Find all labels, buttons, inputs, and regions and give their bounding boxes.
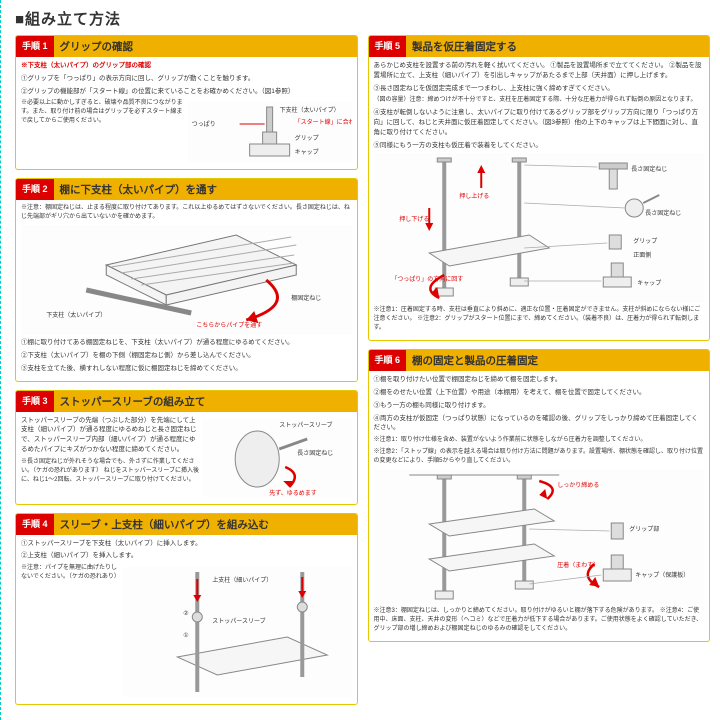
step-2-item1: ①棚に取り付けてある棚固定ねじを、下支柱（太いパイプ）が通る程度にゆるめてくださ… [21, 338, 352, 348]
step-6-item1: ①棚を取り付けたい位置で棚固定ねじを締めて棚を固定します。 [374, 375, 705, 385]
step-5-intro: あらかじめ支柱を設置する前の汚れを軽く拭いてください。 ①製品を設置場所まで立て… [374, 61, 705, 81]
svg-text:ストッパースリーブ: ストッパースリーブ [279, 421, 332, 429]
step-5-item2: （図の容量）注意：締めつけが不十分ですと、支柱を圧着固定する際、十分な圧着力が得… [374, 96, 705, 105]
step-2: 手順 2 棚に下支柱（太いパイプ）を通す ※注意：棚固定ねじは、止まる程度に取り… [15, 178, 358, 381]
step-5-diagram: 押し上げる 押し下げる 「つっぱり」の方向に回す [374, 153, 705, 303]
step-2-title: 棚に下支柱（太いパイプ）を通す [54, 179, 357, 200]
step-1-item1: ①グリップを「つっぱり」の表示方向に回し、グリップが動くことを触ります。 [21, 74, 352, 84]
main-title: ■組み立て方法 [15, 8, 710, 29]
step-5-item3: ④支柱が転倒しないように注意し、太いパイプに取り付けてあるグリップ部をグリップ方… [374, 108, 705, 137]
step-2-item2: ②下支柱（太いパイプ）を棚の下側（棚固定ねじ側）から差し込んでください。 [21, 351, 352, 361]
svg-text:つっぱり: つっぱり [192, 121, 216, 128]
step-4-item2: ②上支柱（細いパイプ）を挿入します。 [21, 551, 352, 561]
step-3-title: ストッパースリーブの組み立て [54, 391, 357, 412]
svg-text:下支柱（太いパイプ）: 下支柱（太いパイプ） [46, 311, 106, 319]
step-6-note1: ※注意1：取り付け仕様を含め、装置がないよう作業前に状態をしながら圧着力を調整し… [374, 436, 705, 445]
step-6-note2: ※注意2：「ストップ線」の表示を越える場合は取り付け方法に問題があります。設置場… [374, 448, 705, 466]
step-3: 手順 3 ストッパースリーブの組み立て ストッパースリーブの先端（つぶした部分）… [15, 390, 358, 505]
step-3-note: ※長さ固定ねじが外れそうな場合でも、外さずに作業してください。（ケガの恐れがあり… [21, 458, 199, 485]
step-2-num: 手順 2 [16, 179, 54, 200]
svg-text:長さ固定ねじ: 長さ固定ねじ [631, 165, 667, 173]
svg-text:「つっぱり」の方向に回す: 「つっぱり」の方向に回す [391, 275, 463, 283]
svg-text:押し上げる: 押し上げる [459, 192, 489, 200]
svg-text:下支柱（太いパイプ）: 下支柱（太いパイプ） [280, 106, 340, 114]
svg-text:長さ固定ねじ: 長さ固定ねじ [297, 449, 333, 457]
step-5-note-bottom: ※注意1：圧着固定する時、支柱は垂直により斜めに、適正な位置・圧着固定ができませ… [374, 306, 705, 333]
step-6-num: 手順 6 [369, 350, 407, 371]
step-6: 手順 6 棚の固定と製品の圧着固定 ①棚を取り付けたい位置で棚固定ねじを締めて棚… [368, 349, 711, 642]
step-1-lead: ※下支柱（太いパイプ）のグリップ部の確認 [21, 61, 352, 71]
step-6-item2: ②棚をのせたい位置（上下位置）や用途（本棚用）を考えて、棚を位置で固定してくださ… [374, 388, 705, 398]
svg-text:キャップ: キャップ [637, 280, 661, 287]
svg-text:棚固定ねじ: 棚固定ねじ [291, 294, 321, 302]
svg-text:こちらからパイプを通す: こちらからパイプを通す [196, 321, 262, 329]
svg-text:キャップ: キャップ [295, 149, 319, 156]
svg-text:②: ② [183, 610, 188, 617]
step-4-item1: ①ストッパースリーブを下支柱（太いパイプ）に挿入します。 [21, 539, 352, 549]
svg-text:しっかり締める: しっかり締める [557, 481, 599, 489]
columns: 手順 1 グリップの確認 ※下支柱（太いパイプ）のグリップ部の確認 ①グリップを… [15, 35, 710, 713]
step-3-intro: ストッパースリーブの先端（つぶした部分）を先端にして上支柱（細いパイプ）が通る程… [21, 416, 199, 455]
step-4: 手順 4 スリーブ・上支柱（細いパイプ）を組み込む ①ストッパースリーブを下支柱… [15, 513, 358, 706]
step-1-num: 手順 1 [16, 36, 54, 57]
step-6-item3: ③もう一方の棚も同様に取り付けます。 [374, 401, 705, 411]
svg-text:先ず、ゆるめます: 先ず、ゆるめます [269, 489, 317, 497]
step-1-note: ※必要以上に動かしすぎると、破壊や品質不良につながります。また、取り付け前の場合… [21, 99, 184, 162]
svg-text:正面側: 正面側 [633, 251, 651, 259]
svg-text:上支柱（細いパイプ）: 上支柱（細いパイプ） [212, 576, 272, 584]
step-3-diagram: ストッパースリーブ 長さ固定ねじ 先ず、ゆるめます [203, 419, 351, 497]
svg-text:押し下げる: 押し下げる [399, 215, 429, 223]
svg-text:グリップ: グリップ [295, 134, 319, 142]
step-5: 手順 5 製品を仮圧着固定する あらかじめ支柱を設置する前の汚れを軽く拭いてくだ… [368, 35, 711, 341]
step-5-title: 製品を仮圧着固定する [406, 36, 709, 57]
step-6-item4: ④両方の支柱が仮固定（つっぱり状態）になっているのを確認の後、グリップをしっかり… [374, 414, 705, 434]
step-6-note-bottom: ※注意3：棚固定ねじは、しっかりと締めてください。取り付けがゆるいと棚が落下する… [374, 607, 705, 634]
step-1-title: グリップの確認 [54, 36, 357, 57]
step-3-num: 手順 3 [16, 391, 54, 412]
step-2-item3: ③支柱を立てた後、横すれしない程度に仮に棚固定ねじを締めてください。 [21, 364, 352, 374]
step-4-title: スリーブ・上支柱（細いパイプ）を組み込む [54, 514, 357, 535]
svg-text:キャップ（保護板）: キャップ（保護板） [635, 571, 689, 579]
step-5-num: 手順 5 [369, 36, 407, 57]
right-column: 手順 5 製品を仮圧着固定する あらかじめ支柱を設置する前の汚れを軽く拭いてくだ… [368, 35, 711, 713]
step-6-title: 棚の固定と製品の圧着固定 [406, 350, 709, 371]
step-2-note-top: ※注意：棚固定ねじは、止まる程度に取り付けてあります。これ以上ゆるめてはずさない… [21, 204, 352, 222]
step-5-item1: ③長さ固定ねじを仮固定完成まで一つまわし、上支柱に強く締めすぎてください。 [374, 84, 705, 94]
step-4-diagram: 上支柱（細いパイプ） ストッパースリーブ ② ① [123, 567, 352, 697]
svg-text:①: ① [183, 632, 188, 639]
step-1-item2: ②グリップの機能部が「スタート線」の位置に来ていることをお確かめください。（図1… [21, 87, 352, 97]
svg-text:圧着（まわす）: 圧着（まわす） [557, 561, 599, 569]
left-column: 手順 1 グリップの確認 ※下支柱（太いパイプ）のグリップ部の確認 ①グリップを… [15, 35, 358, 713]
step-1: 手順 1 グリップの確認 ※下支柱（太いパイプ）のグリップ部の確認 ①グリップを… [15, 35, 358, 170]
svg-text:グリップ部: グリップ部 [629, 525, 659, 533]
svg-text:グリップ: グリップ [633, 237, 657, 245]
step-2-diagram: 下支柱（太いパイプ） こちらからパイプを通す 棚固定ねじ [21, 225, 352, 335]
svg-text:長さ固定ねじ: 長さ固定ねじ [645, 209, 681, 217]
step-6-diagram: しっかり締める グリップ部 圧着（まわす） キャップ（保護板） [374, 469, 705, 604]
step-1-diagram: つっぱり 下支柱（太いパイプ） 「スタート線」に合わせ グリップ キャップ [188, 102, 351, 162]
step-5-item4: ⑤同様にもう一方の支柱も仮圧着で装着をしてください。 [374, 141, 705, 151]
step-4-note: ※注意：パイプを無理に曲げたりしないでください。（ケガの恐れあり） [21, 564, 119, 697]
svg-text:「スタート線」に合わせ: 「スタート線」に合わせ [295, 118, 352, 126]
svg-text:ストッパースリーブ: ストッパースリーブ [212, 617, 265, 625]
step-4-num: 手順 4 [16, 514, 54, 535]
